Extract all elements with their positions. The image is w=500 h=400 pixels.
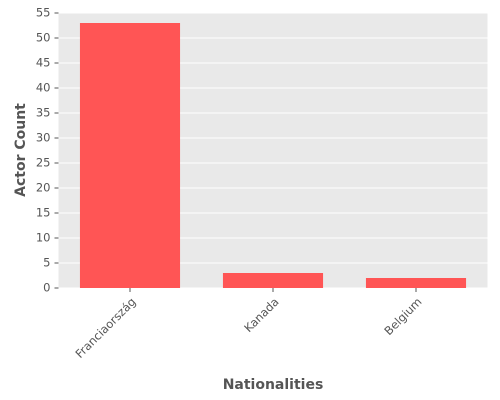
y-tick-label: 50 xyxy=(36,31,51,45)
bar xyxy=(365,278,467,288)
y-tick-label: 40 xyxy=(36,81,51,95)
y-tick-label: 20 xyxy=(36,181,51,195)
y-tick-label: 15 xyxy=(36,206,51,220)
y-tick-label: 5 xyxy=(43,256,50,270)
bar xyxy=(222,273,324,288)
y-axis-title: Actor Count xyxy=(13,103,29,197)
x-tick-label: Kanada xyxy=(241,295,281,335)
y-tick-label: 0 xyxy=(43,281,50,295)
x-tick-label: Belgium xyxy=(381,295,424,338)
y-tick-label: 35 xyxy=(36,106,51,120)
x-axis-title: Nationalities xyxy=(223,377,324,393)
y-tick-label: 25 xyxy=(36,156,51,170)
y-tick-label: 55 xyxy=(36,6,51,20)
bar xyxy=(79,23,181,288)
y-tick-label: 30 xyxy=(36,131,51,145)
x-tick-label: Franciaország xyxy=(72,295,138,361)
y-tick-label: 10 xyxy=(36,231,51,245)
y-tick-label: 45 xyxy=(36,56,51,70)
